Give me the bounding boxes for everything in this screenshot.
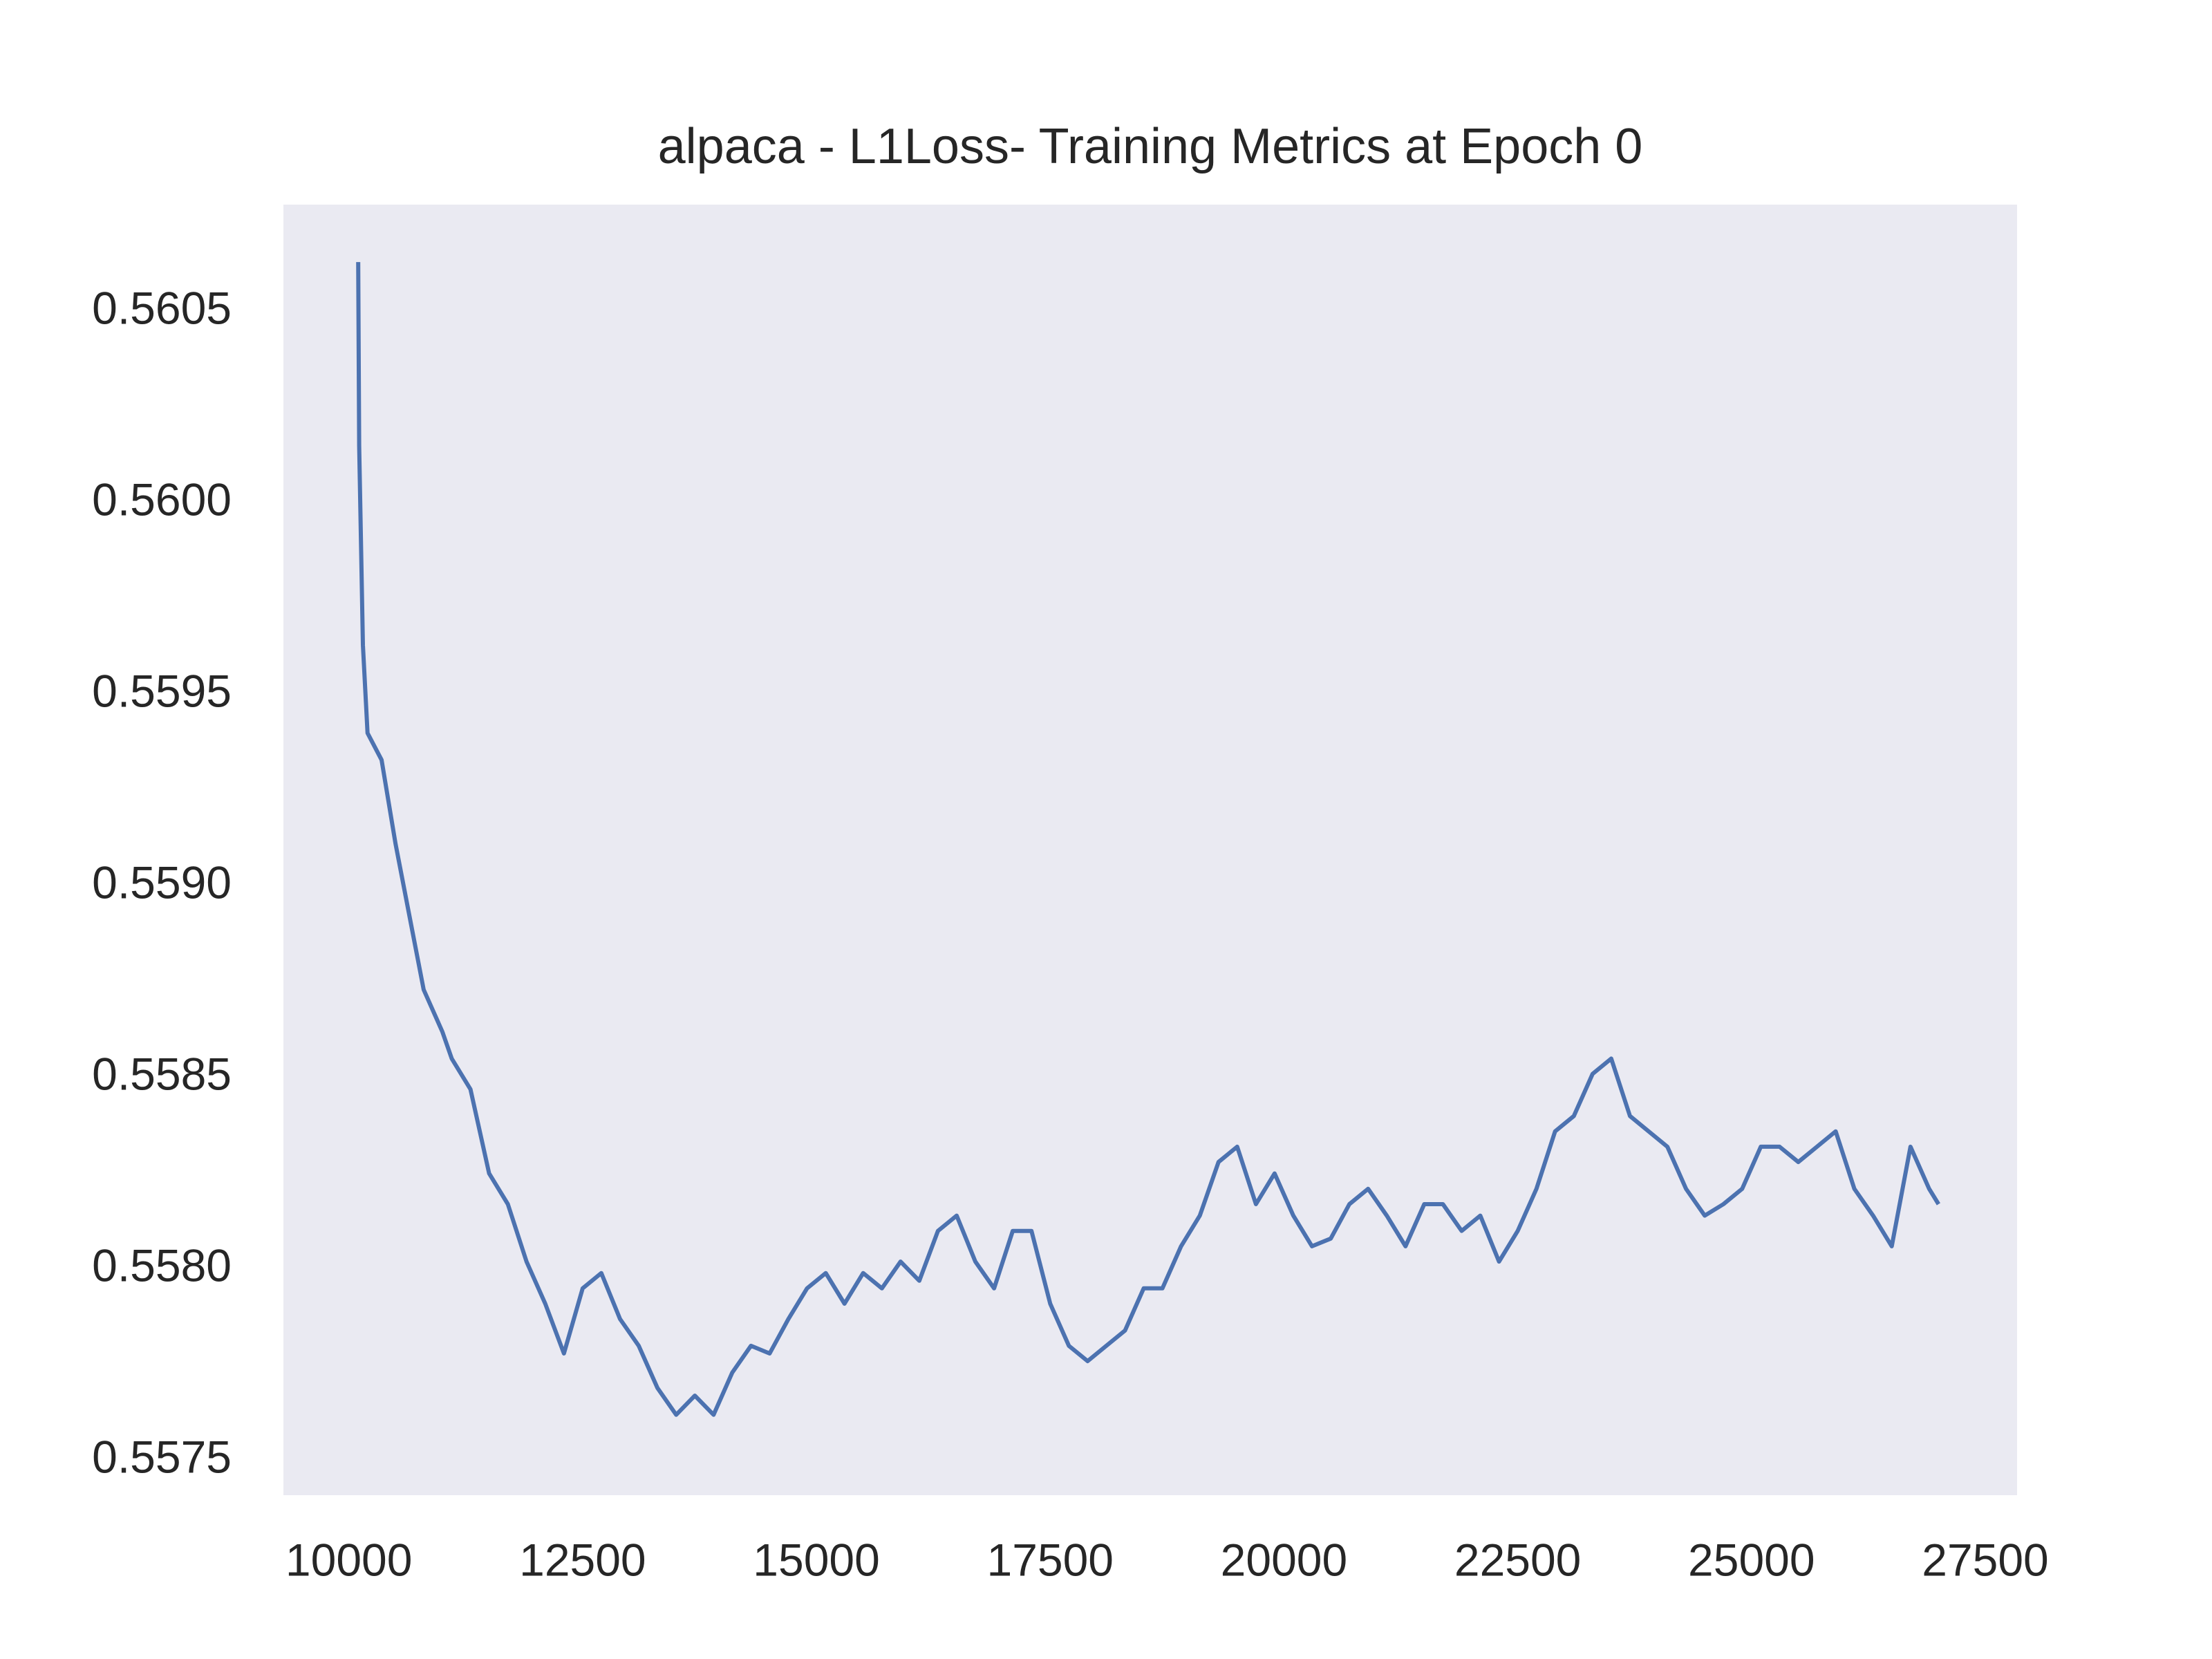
x-tick-label: 20000 [1221, 1534, 1348, 1585]
y-tick-label: 0.5595 [92, 666, 232, 717]
y-tick-label: 0.5605 [92, 283, 232, 334]
chart-title: alpaca - L1Loss- Training Metrics at Epo… [658, 119, 1643, 174]
x-tick-label: 25000 [1688, 1534, 1815, 1585]
y-tick-label: 0.5580 [92, 1240, 232, 1291]
y-tick-label: 0.5590 [92, 857, 232, 908]
x-tick-label: 12500 [519, 1534, 646, 1585]
line-series [356, 262, 1940, 1417]
x-tick-label: 17500 [986, 1534, 1114, 1585]
x-tick-label: 27500 [1922, 1534, 2049, 1585]
x-tick-label: 10000 [285, 1534, 413, 1585]
plot-area [283, 205, 2017, 1495]
y-tick-label: 0.5575 [92, 1432, 232, 1483]
y-tick-label: 0.5600 [92, 474, 232, 525]
x-tick-label: 15000 [753, 1534, 880, 1585]
y-tick-label: 0.5585 [92, 1049, 232, 1100]
x-tick-label: 22500 [1454, 1534, 1582, 1585]
